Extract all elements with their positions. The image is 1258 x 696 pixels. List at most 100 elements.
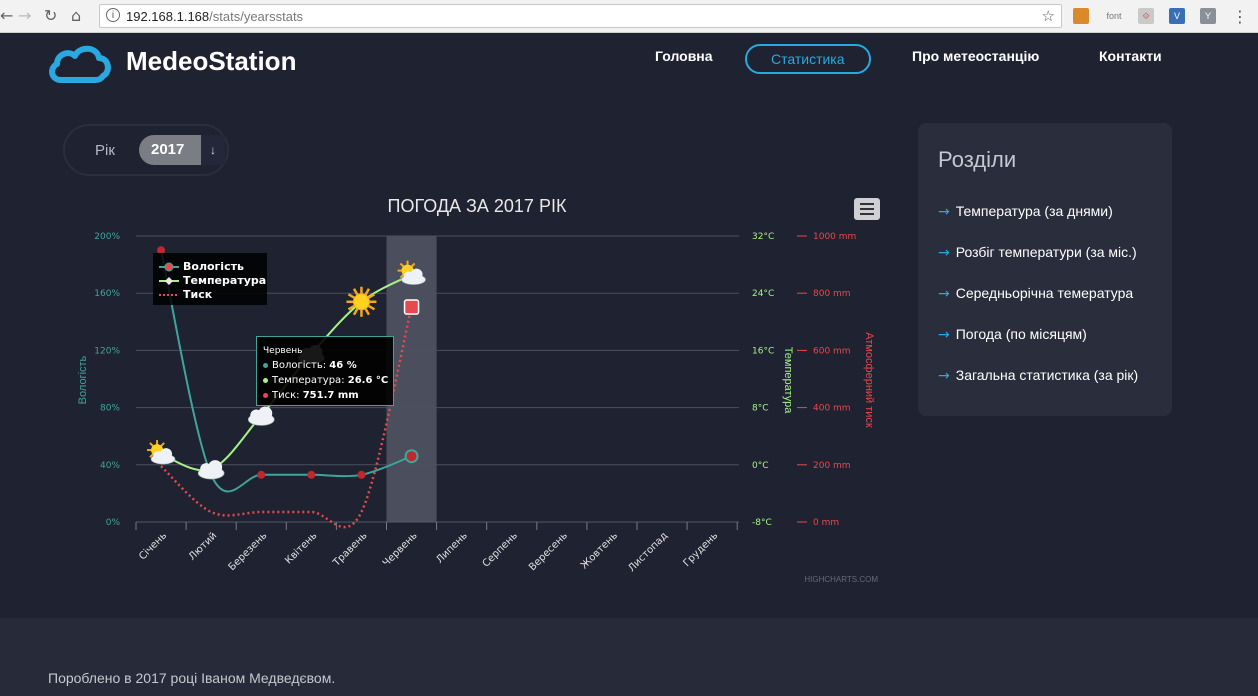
- cloudy-icon: [197, 460, 225, 480]
- humidity-tick-label: 0%: [106, 518, 121, 528]
- x-category-label: Липень: [434, 530, 470, 566]
- humidity-tick-label: 120%: [94, 346, 120, 356]
- temperature-tick-label: 0°C: [752, 461, 769, 471]
- url-path: /stats/yearsstats: [209, 9, 304, 24]
- pressure-tick-label: 800 mm: [813, 289, 851, 299]
- pressure-tick-label: 0 mm: [813, 518, 839, 528]
- sections-sidebar: Розділи → Температура (за днями) → Розбіг …: [918, 123, 1172, 416]
- humidity-tick-label: 200%: [94, 232, 120, 242]
- tooltip-row-humidity: Вологість: 46 %: [263, 360, 357, 371]
- nav-about[interactable]: Про метеостанцію: [912, 48, 1040, 64]
- sidebar-link-monthly-weather[interactable]: → Погода (по місяцям): [938, 326, 1087, 343]
- font-extension-icon[interactable]: font: [1106, 11, 1122, 21]
- chart-title: ПОГОДА ЗА 2017 РІК: [387, 196, 567, 216]
- forward-icon[interactable]: →: [18, 6, 32, 25]
- x-category-label: Вересень: [527, 530, 570, 573]
- x-category-label: Листопад: [626, 530, 670, 574]
- browser-toolbar: ← → ↻ ⌂ i 192.168.1.168/stats/yearsstats…: [0, 0, 1258, 33]
- year-value: 2017: [151, 141, 185, 158]
- pdf-extension-icon[interactable]: ⟐: [1138, 8, 1154, 24]
- temperature-tick-label: 24°C: [752, 289, 774, 299]
- x-category-label: Лютий: [187, 530, 219, 562]
- footer-text: Поробленo в 2017 році Іваном Медведєвом.: [48, 670, 336, 686]
- home-icon[interactable]: ⌂: [71, 6, 82, 25]
- sidebar-link-daily-temp[interactable]: → Температура (за днями): [938, 203, 1113, 220]
- pressure-tick-label: 600 mm: [813, 346, 851, 356]
- bookmark-star-icon[interactable]: ☆: [1041, 7, 1055, 25]
- sidebar-link-label: Загальна статистика (за рік): [955, 367, 1139, 383]
- series-dot-icon: [263, 377, 268, 383]
- series-dot-icon: [263, 392, 268, 398]
- chart-context-menu-icon[interactable]: [854, 198, 880, 220]
- legend-label: Температура: [183, 274, 267, 287]
- y-extension-icon[interactable]: Y: [1200, 8, 1216, 24]
- temperature-axis-title: Температура: [782, 347, 794, 415]
- temperature-tick-label: 16°C: [752, 346, 774, 356]
- humidity-point: [307, 470, 316, 479]
- arrow-right-icon: →: [938, 286, 950, 302]
- pressure-series-line: [160, 306, 413, 529]
- partly-cloudy-icon: [147, 440, 176, 465]
- pressure-point: [403, 299, 420, 315]
- brand-name[interactable]: MedeoStation: [126, 46, 297, 76]
- sidebar-link-label: Розбіг температури (за міс.): [955, 244, 1137, 260]
- nav-contacts[interactable]: Контакти: [1099, 48, 1162, 64]
- temperature-tick-label: 32°C: [752, 232, 774, 242]
- tooltip-row-pressure: Тиск: 751.7 mm: [263, 390, 359, 401]
- humidity-tick-label: 40%: [100, 461, 120, 471]
- legend-label: Вологість: [183, 260, 244, 273]
- x-category-label: Квітень: [283, 530, 320, 567]
- temperature-tick-label: 8°C: [752, 404, 769, 414]
- pressure-tick-label: 400 mm: [813, 404, 851, 414]
- sidebar-link-yearly-stats[interactable]: → Загальна статистика (за рік): [938, 367, 1138, 384]
- x-category-label: Червень: [381, 530, 420, 569]
- humidity-point: [257, 470, 266, 479]
- arrow-right-icon: →: [938, 204, 950, 220]
- year-selector: Рік 2017 ↓: [63, 124, 229, 176]
- x-category-label: Серпень: [481, 530, 520, 569]
- year-label: Рік: [95, 142, 115, 159]
- extension-icon[interactable]: [1073, 8, 1089, 24]
- reload-icon[interactable]: ↻: [44, 6, 58, 25]
- tooltip-value: 751.7 mm: [302, 390, 359, 401]
- pressure-tick-label: 200 mm: [813, 461, 851, 471]
- tooltip-label: Тиск:: [272, 390, 300, 401]
- chart-legend: Вологість Температура Тиск: [153, 253, 267, 305]
- temperature-tick-label: -8°C: [752, 518, 772, 528]
- tooltip-label: Температура:: [272, 375, 345, 386]
- url-host: 192.168.1.168: [126, 9, 210, 24]
- humidity-point: [404, 449, 419, 464]
- year-dropdown[interactable]: 2017 ↓: [139, 135, 225, 165]
- x-category-label: Жовтень: [579, 530, 620, 571]
- sidebar-link-label: Погода (по місяцям): [955, 326, 1087, 342]
- tooltip-row-temperature: Температура: 26.6 °C: [263, 375, 388, 386]
- tooltip-value: 46 %: [329, 360, 357, 371]
- humidity-axis-title: Вологість: [77, 355, 89, 404]
- sunny-icon: [346, 286, 377, 317]
- arrow-right-icon: →: [938, 245, 950, 261]
- sidebar-link-avg-temp[interactable]: → Середньорічна темература: [938, 285, 1133, 302]
- nav-statistics[interactable]: Статистика: [745, 44, 871, 74]
- x-category-label: Грудень: [681, 530, 720, 569]
- partly-cloudy-icon: [397, 260, 426, 285]
- address-bar[interactable]: i 192.168.1.168/stats/yearsstats ☆: [99, 4, 1062, 28]
- x-category-label: Січень: [136, 530, 169, 563]
- cloud-logo-icon[interactable]: [47, 44, 113, 84]
- back-icon[interactable]: ←: [0, 6, 14, 25]
- legend-label: Тиск: [183, 288, 213, 301]
- highcharts-credits: HIGHCHARTS.COM: [804, 575, 878, 584]
- series-dot-icon: [263, 362, 268, 368]
- sidebar-link-label: Середньорічна темература: [955, 285, 1134, 301]
- cloudy-icon: [247, 406, 275, 426]
- shield-extension-icon[interactable]: V: [1169, 8, 1185, 24]
- x-category-label: Травень: [331, 530, 370, 569]
- url-text: 192.168.1.168/stats/yearsstats: [126, 9, 303, 24]
- browser-menu-icon[interactable]: ⋮: [1232, 7, 1248, 26]
- chevron-down-icon[interactable]: ↓: [201, 135, 225, 165]
- tooltip-title: Червень: [263, 346, 303, 356]
- pressure-tick-label: 1000 mm: [813, 232, 856, 242]
- sidebar-link-temp-range[interactable]: → Розбіг температури (за міс.): [938, 244, 1137, 261]
- nav-home[interactable]: Головна: [655, 48, 713, 64]
- chart-tooltip: Червень Вологість: 46 % Температура: 26.…: [256, 336, 394, 406]
- info-icon[interactable]: i: [106, 8, 120, 22]
